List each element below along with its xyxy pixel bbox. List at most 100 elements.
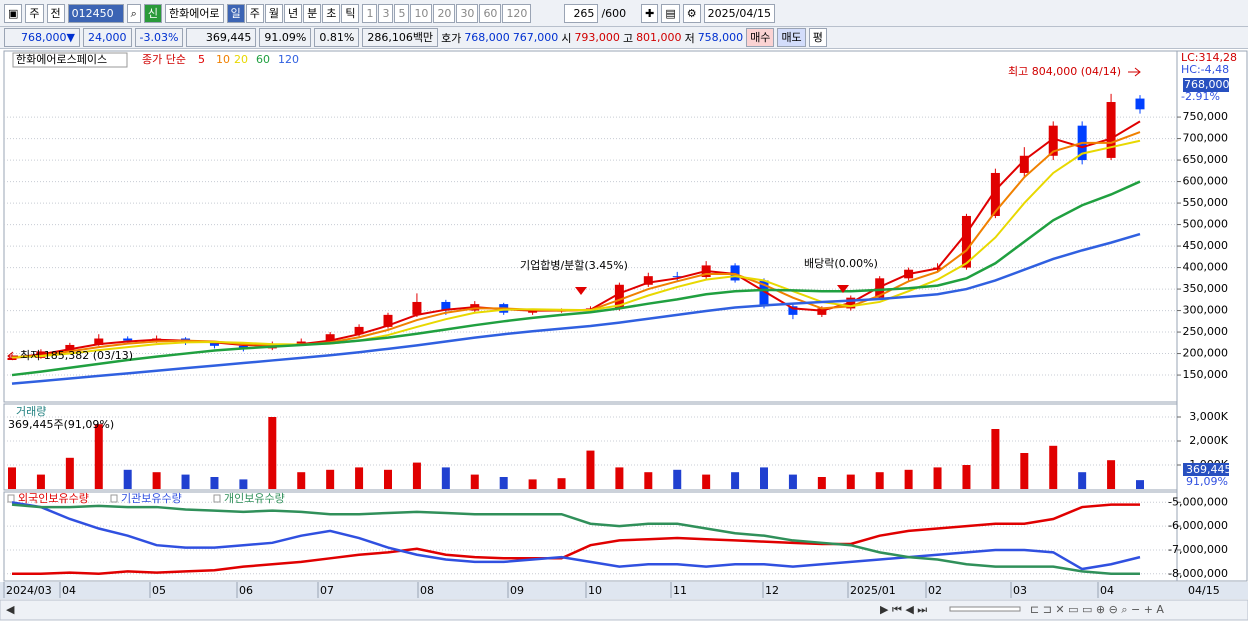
y-tick-label: 700,000 [1183, 132, 1229, 145]
volume-bar [731, 472, 740, 489]
bid: 768,000 [464, 31, 510, 44]
tool-button[interactable]: ✚ [641, 3, 659, 23]
volume-bar [788, 474, 797, 489]
price-value: 768,000 [21, 31, 67, 44]
volume-bar [991, 429, 1000, 489]
y-tick-label: 450,000 [1183, 239, 1229, 252]
x-tick-label: 02 [928, 584, 942, 597]
minute-button[interactable]: 5 [394, 3, 410, 23]
legend-box [12, 52, 128, 68]
code-input[interactable]: 012450 [67, 3, 124, 23]
y-tick-label: 600,000 [1183, 175, 1229, 188]
quote-bar: 768,000▼ 24,000 -3.03% 369,445 91.09% 0.… [0, 27, 1248, 49]
x-tick-label: 11 [673, 584, 687, 597]
tool-icons: ⊏ ⊐ ✕ ▭ ▭ ⊕ ⊖ ⌕ − + A [1030, 603, 1164, 616]
legend-swatch [7, 494, 15, 503]
event-marker [837, 285, 849, 293]
y-tick-label: 550,000 [1183, 196, 1229, 209]
count-input[interactable]: 265 [564, 3, 599, 23]
volume-bar [123, 469, 132, 489]
minute-button[interactable]: 3 [378, 3, 394, 23]
date-input[interactable]: 2025/04/15 [703, 3, 776, 23]
prev-button[interactable]: 전 [46, 3, 65, 23]
y-tick-label: 750,000 [1183, 110, 1229, 123]
panel-subtitle: 369,445주(91,09%) [8, 418, 114, 431]
quote-label: 호가 [441, 31, 462, 45]
interval-button[interactable]: 초 [322, 3, 341, 23]
y-tick-label: 300,000 [1183, 304, 1229, 317]
new-badge: 신 [143, 3, 162, 23]
minute-button[interactable]: 120 [502, 3, 532, 23]
legend-entry: 5 [198, 53, 205, 66]
interval-button[interactable]: 분 [303, 3, 322, 23]
volume-box [1183, 463, 1229, 476]
y-tick-label: 2,000K [1189, 434, 1228, 447]
interval-button[interactable]: 주 [245, 3, 264, 23]
minute-button[interactable]: 60 [479, 3, 502, 23]
x-tick-label: 03 [1013, 584, 1027, 597]
candle-body [672, 276, 682, 278]
x-tick-label: 10 [588, 584, 602, 597]
change: 24,000 [83, 28, 132, 47]
legend-swatch [110, 494, 118, 503]
annotation: 최고 804,000 (04/14) [1008, 65, 1121, 78]
volume-bar [36, 474, 45, 489]
y-tick-label: 3,000K [1189, 410, 1228, 423]
ask: 767,000 [512, 31, 559, 44]
volume-bar [1049, 445, 1058, 489]
search-button[interactable]: ⌕ [126, 3, 141, 23]
panel [3, 50, 1178, 403]
minute-button[interactable]: 20 [433, 3, 456, 23]
candle-body [441, 301, 451, 311]
settings-button[interactable]: ⚙ [682, 3, 701, 23]
count-max: /600 [601, 6, 627, 20]
volume-bar [297, 472, 306, 489]
interval-button[interactable]: 년 [283, 3, 303, 23]
avg-button[interactable]: 평 [808, 28, 827, 47]
turnover: 0.81% [314, 28, 360, 47]
save-button[interactable]: ▤ [661, 3, 680, 23]
volume-bar [152, 472, 161, 489]
holding-line [11, 501, 1141, 571]
candle-body [614, 284, 624, 309]
high-label: 고 [622, 31, 634, 45]
y-tick-label: -8,000,000 [1168, 567, 1228, 580]
right-label: -2.91% [1181, 90, 1220, 103]
x-tick-label: 2024/03 [6, 584, 52, 597]
candle-body [817, 308, 827, 315]
candle-body [123, 338, 133, 341]
minute-button[interactable]: 30 [456, 3, 479, 23]
y-tick-label: 500,000 [1183, 218, 1229, 231]
candle-body [65, 344, 75, 352]
low-label: 저 [684, 31, 695, 45]
legend-swatch [213, 494, 221, 503]
price: 768,000▼ [4, 28, 80, 47]
minute-button[interactable]: 1 [362, 3, 378, 23]
interval-button[interactable]: 틱 [341, 3, 360, 23]
buy-button[interactable]: 매수 [746, 28, 775, 47]
volume-bar [94, 424, 103, 489]
x-tick-label: 08 [420, 584, 434, 597]
period-select[interactable]: 주 [25, 3, 44, 23]
y-tick-label: 250,000 [1183, 325, 1229, 338]
candle-body [238, 345, 248, 349]
volume-bar [1020, 453, 1029, 489]
minute-button[interactable]: 10 [410, 3, 433, 23]
volume-bar [1107, 460, 1116, 489]
candle-body [759, 280, 769, 307]
volume-bar [615, 467, 624, 489]
interval-button[interactable]: 일 [226, 3, 245, 23]
menu-button[interactable]: ▣ [4, 3, 23, 23]
ma-line [11, 180, 1141, 377]
interval-button[interactable]: 월 [264, 3, 283, 23]
sell-button[interactable]: 매도 [777, 28, 806, 47]
volume: 369,445 [186, 28, 257, 47]
amount: 286,106백만 [362, 28, 439, 47]
volume-bar [962, 465, 971, 489]
holding-line [12, 503, 1140, 576]
volume-bar [499, 477, 508, 489]
y-tick-label: 650,000 [1183, 153, 1229, 166]
